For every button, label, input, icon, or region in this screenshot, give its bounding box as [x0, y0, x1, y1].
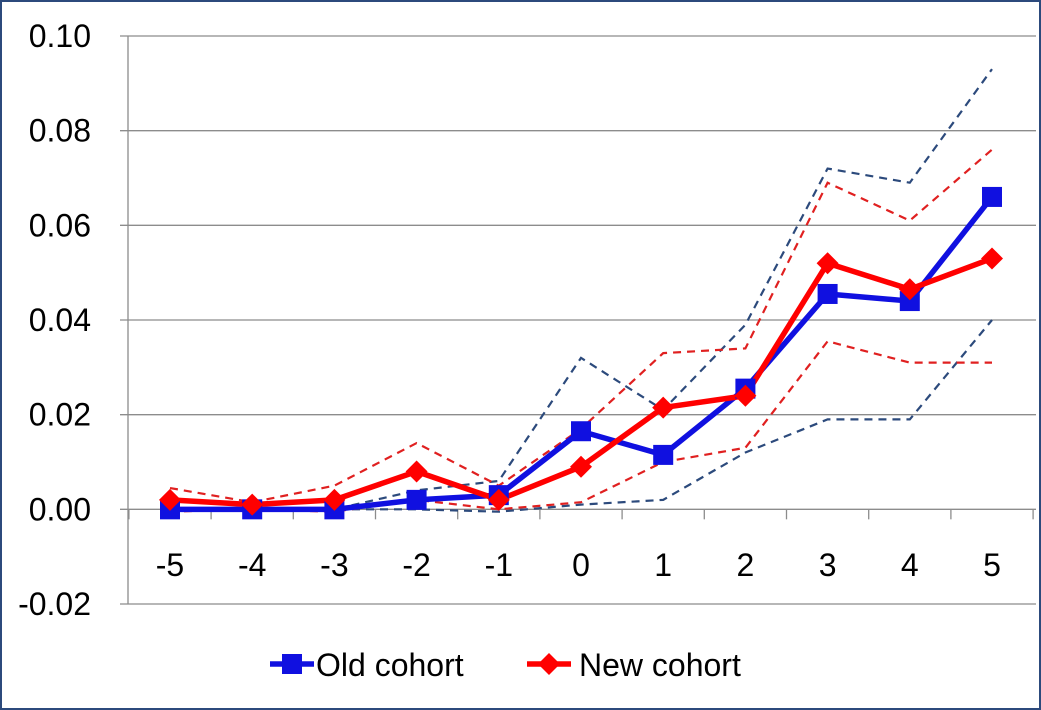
legend: Old cohort New cohort — [270, 647, 741, 683]
new-cohort-lower-band — [169, 340, 992, 513]
old-cohort-upper-band — [170, 68, 993, 511]
new-cohort-legend-marker — [538, 653, 560, 675]
x-tick-label: -4 — [238, 547, 266, 583]
x-tick-label: -1 — [485, 547, 513, 583]
old-cohort-lower-band — [170, 319, 993, 513]
x-tick-label: 1 — [654, 547, 672, 583]
new-cohort-upper-band — [169, 148, 993, 504]
y-tick-label: 0.02 — [29, 397, 91, 433]
series-markers — [159, 186, 1003, 520]
x-tick-label: 3 — [819, 547, 837, 583]
old-cohort-point — [982, 186, 1002, 207]
y-tick-label: 0.04 — [29, 302, 91, 338]
old-cohort-point — [817, 283, 838, 304]
confidence-bands — [169, 68, 993, 513]
new-cohort-point — [159, 488, 181, 511]
x-tick-label: 2 — [737, 547, 755, 583]
x-tick-label: 5 — [983, 547, 1001, 583]
axes: 0.10 0.08 0.06 0.04 0.02 0.00 -0.02 -5 -4 -3 -2 -1 0… — [18, 18, 1034, 622]
gridlines — [120, 35, 1036, 605]
y-tick-label: -0.02 — [18, 586, 91, 622]
y-tick-label: 0.08 — [29, 113, 91, 149]
new-cohort-point — [570, 455, 592, 478]
new-cohort-point — [898, 278, 921, 301]
new-cohort-legend-label: New cohort — [579, 647, 741, 683]
new-cohort-point — [734, 384, 757, 407]
old-cohort-legend-label: Old cohort — [316, 647, 464, 683]
new-cohort-point — [652, 396, 675, 419]
old-cohort-point — [406, 489, 427, 510]
x-tick-label: -2 — [402, 547, 430, 583]
new-cohort-point — [981, 247, 1003, 270]
new-cohort-point — [241, 493, 264, 516]
x-tick-label: 0 — [572, 547, 590, 583]
new-cohort-point — [816, 252, 839, 275]
new-cohort-point — [487, 488, 510, 511]
old-cohort-point — [571, 421, 591, 442]
x-tick-label: -3 — [320, 547, 348, 583]
y-tick-label: 0.06 — [29, 207, 91, 243]
y-tick-label: 0.10 — [29, 18, 91, 54]
old-cohort-point — [653, 444, 674, 465]
new-cohort-point — [323, 488, 346, 511]
new-cohort-point — [405, 460, 428, 483]
old-cohort-legend-marker — [282, 654, 302, 674]
x-tick-label: 4 — [901, 547, 919, 583]
x-tick-label: -5 — [156, 547, 184, 583]
old-cohort-point — [899, 291, 920, 312]
y-tick-label: 0.00 — [29, 491, 91, 527]
